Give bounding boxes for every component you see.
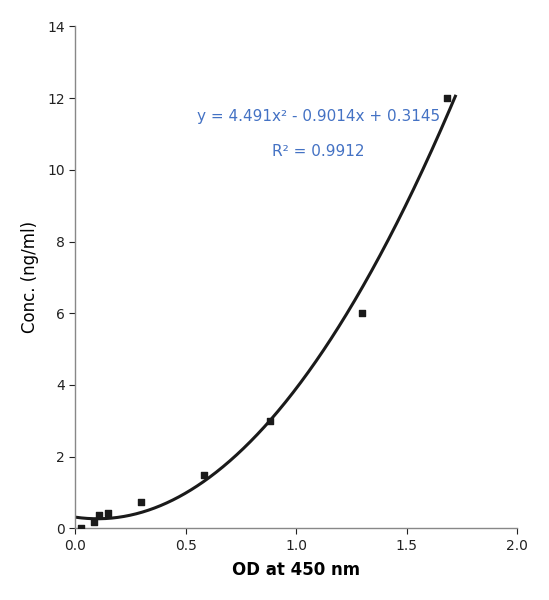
Point [76, 523, 85, 532]
Point [103, 508, 112, 517]
Point [357, 308, 366, 318]
Text: R² = 0.9912: R² = 0.9912 [272, 145, 365, 160]
X-axis label: OD at 450 nm: OD at 450 nm [232, 561, 360, 579]
Point [89, 517, 98, 527]
Point [137, 497, 145, 506]
Point [443, 93, 452, 103]
Y-axis label: Conc. (ng/ml): Conc. (ng/ml) [21, 221, 39, 334]
Point [94, 511, 103, 520]
Point [200, 470, 209, 479]
Point [266, 416, 274, 425]
Text: y = 4.491x² - 0.9014x + 0.3145: y = 4.491x² - 0.9014x + 0.3145 [197, 109, 440, 124]
